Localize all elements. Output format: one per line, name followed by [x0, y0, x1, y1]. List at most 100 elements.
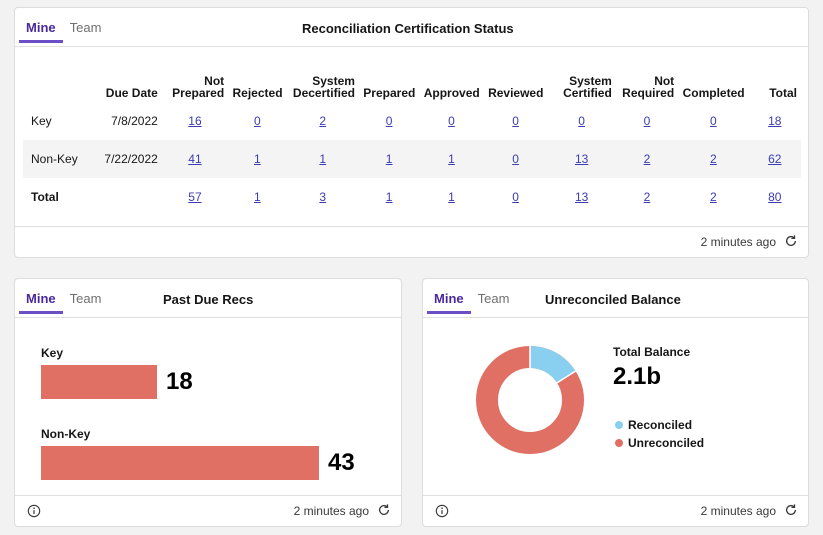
count-cell: 0: [484, 178, 548, 216]
last-updated: 2 minutes ago: [700, 235, 776, 249]
refresh-icon[interactable]: [784, 503, 798, 517]
unreconciled-balance-card: Mine Team Unreconciled Balance Total Bal…: [422, 278, 809, 527]
count-link[interactable]: 13: [574, 190, 589, 204]
legend-dot: [615, 439, 623, 447]
count-link[interactable]: 0: [512, 190, 519, 204]
count-link[interactable]: 57: [188, 190, 202, 204]
count-link[interactable]: 41: [188, 152, 202, 166]
legend-dot: [615, 421, 623, 429]
count-link[interactable]: 2: [710, 152, 717, 166]
table-header-row: Due Date Not Prepared Rejected System De…: [23, 66, 801, 102]
count-link[interactable]: 1: [385, 190, 393, 204]
column-header: Approved: [423, 86, 480, 100]
legend-reconciled: Reconciled: [615, 418, 692, 432]
count-link[interactable]: 2: [643, 152, 651, 166]
count-cell: 13: [547, 140, 616, 178]
count-link[interactable]: 0: [512, 114, 519, 128]
column-header: System Decertified: [292, 74, 355, 100]
count-cell: 2: [678, 178, 748, 216]
bar-label-key: Key: [41, 346, 64, 360]
count-cell: 0: [419, 102, 483, 140]
column-header: Prepared: [363, 86, 416, 100]
card-footer: 2 minutes ago: [15, 226, 808, 257]
count-cell: 80: [749, 178, 801, 216]
count-link[interactable]: 1: [385, 152, 393, 166]
reconciliation-status-card: Mine Team Reconciliation Certification S…: [14, 7, 809, 258]
count-cell: 1: [358, 140, 420, 178]
refresh-icon[interactable]: [784, 234, 798, 248]
column-header: Total: [769, 86, 797, 100]
count-cell: 57: [162, 178, 228, 216]
info-icon[interactable]: [27, 504, 41, 518]
count-link[interactable]: 2: [710, 190, 717, 204]
count-link[interactable]: 0: [643, 114, 651, 128]
count-link[interactable]: 16: [188, 114, 202, 128]
count-cell: 13: [547, 178, 615, 216]
count-cell: 2: [678, 140, 749, 178]
count-link[interactable]: 0: [448, 114, 455, 128]
count-link[interactable]: 1: [448, 190, 455, 204]
tab-mine[interactable]: Mine: [19, 279, 63, 314]
count-link[interactable]: 2: [319, 114, 327, 128]
count-cell: 3: [287, 178, 359, 216]
count-cell: 0: [359, 102, 419, 140]
count-link[interactable]: 0: [512, 152, 519, 166]
due-date: 7/8/2022: [111, 114, 158, 128]
column-header: Reviewed: [488, 86, 544, 100]
count-cell: 0: [484, 102, 548, 140]
count-link[interactable]: 80: [768, 190, 782, 204]
row-label: Non-Key: [23, 140, 88, 178]
count-link[interactable]: 13: [574, 152, 589, 166]
count-link[interactable]: 62: [768, 152, 782, 166]
tab-mine[interactable]: Mine: [427, 279, 471, 314]
count-cell: 2: [615, 140, 679, 178]
count-link[interactable]: 0: [254, 114, 261, 128]
count-link[interactable]: 2: [643, 190, 651, 204]
count-link[interactable]: 18: [768, 114, 782, 128]
last-updated: 2 minutes ago: [700, 504, 776, 518]
column-header: Rejected: [232, 86, 283, 100]
card-title: Unreconciled Balance: [545, 292, 681, 307]
table-row: Key 7/8/2022 16 0 2 0 0 0 0 0 0 18: [23, 102, 801, 140]
table-row: Non-Key 7/22/2022 41 1 1 1 1 0 13 2 2 62: [23, 140, 801, 178]
count-link[interactable]: 1: [319, 152, 327, 166]
count-link[interactable]: 0: [385, 114, 393, 128]
count-link[interactable]: 0: [710, 114, 717, 128]
refresh-icon[interactable]: [377, 503, 391, 517]
count-link[interactable]: 1: [448, 152, 455, 166]
card-header: Mine Team Unreconciled Balance: [423, 279, 808, 318]
bar-key: [41, 365, 157, 399]
legend-label: Reconciled: [628, 418, 693, 432]
column-header: Due Date: [105, 86, 158, 100]
count-cell: 0: [228, 102, 286, 140]
count-cell: 0: [483, 140, 548, 178]
count-cell: 2: [287, 102, 359, 140]
column-header: System Certified: [563, 74, 612, 100]
card-footer: 2 minutes ago: [423, 495, 808, 526]
count-cell: 41: [161, 140, 229, 178]
count-link[interactable]: 1: [254, 190, 261, 204]
tab-mine[interactable]: Mine: [19, 8, 63, 43]
count-cell: 0: [616, 102, 678, 140]
card-footer: 2 minutes ago: [15, 495, 401, 526]
tab-team[interactable]: Team: [477, 291, 510, 306]
count-cell: 1: [228, 140, 287, 178]
legend-label: Unreconciled: [628, 436, 705, 450]
bar-value-key: 18: [166, 368, 193, 395]
donut-divider: [555, 370, 576, 385]
count-cell: 2: [616, 178, 678, 216]
past-due-card: Mine Team Past Due Recs Key 18 Non-Key 4…: [14, 278, 402, 527]
tab-team[interactable]: Team: [69, 20, 102, 35]
tab-bar: Mine Team: [427, 279, 516, 318]
tab-team[interactable]: Team: [69, 291, 102, 306]
count-link[interactable]: 1: [254, 152, 261, 166]
count-cell: 62: [748, 140, 801, 178]
count-cell: 0: [678, 102, 748, 140]
count-cell: 1: [359, 178, 419, 216]
due-date: [87, 178, 161, 216]
info-icon[interactable]: [435, 504, 449, 518]
count-link[interactable]: 0: [578, 114, 585, 128]
count-link[interactable]: 3: [319, 190, 327, 204]
column-header: Not Prepared: [172, 74, 225, 100]
balance-donut-chart: [476, 346, 584, 454]
